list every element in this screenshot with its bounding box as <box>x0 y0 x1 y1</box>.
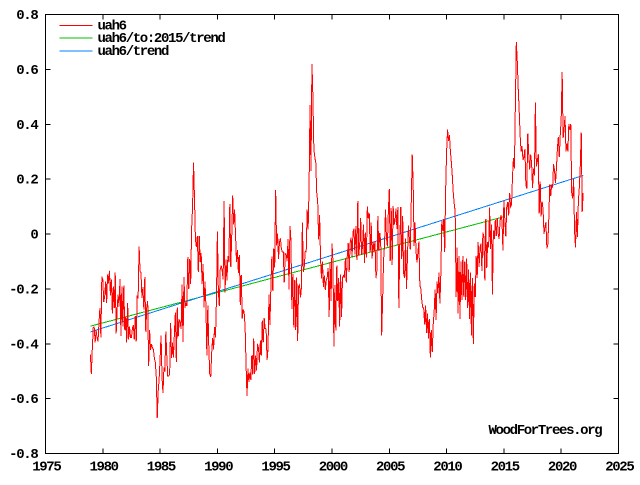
svg-text:0.4: 0.4 <box>16 118 38 134</box>
svg-text:0.8: 0.8 <box>16 8 38 24</box>
svg-text:-0.8: -0.8 <box>9 447 38 463</box>
svg-text:uah6/to:2015/trend: uah6/to:2015/trend <box>98 31 226 47</box>
svg-text:1990: 1990 <box>204 460 233 476</box>
svg-text:-0.2: -0.2 <box>9 282 38 298</box>
svg-text:uah6/trend: uah6/trend <box>98 44 169 60</box>
svg-text:2000: 2000 <box>319 460 348 476</box>
svg-text:uah6: uah6 <box>98 19 127 35</box>
svg-text:-0.4: -0.4 <box>9 337 38 353</box>
svg-text:2005: 2005 <box>376 460 405 476</box>
svg-text:2020: 2020 <box>548 460 577 476</box>
svg-text:1975: 1975 <box>32 460 61 476</box>
svg-text:2010: 2010 <box>433 460 462 476</box>
svg-text:0.6: 0.6 <box>16 63 38 79</box>
svg-text:1995: 1995 <box>261 460 290 476</box>
svg-text:2025: 2025 <box>605 460 634 476</box>
svg-text:WoodForTrees.org: WoodForTrees.org <box>489 423 603 439</box>
svg-text:2015: 2015 <box>491 460 520 476</box>
svg-text:1985: 1985 <box>147 460 176 476</box>
svg-text:0: 0 <box>30 228 38 244</box>
svg-text:0.2: 0.2 <box>16 173 38 189</box>
svg-text:-0.6: -0.6 <box>9 392 38 408</box>
svg-text:1980: 1980 <box>89 460 118 476</box>
